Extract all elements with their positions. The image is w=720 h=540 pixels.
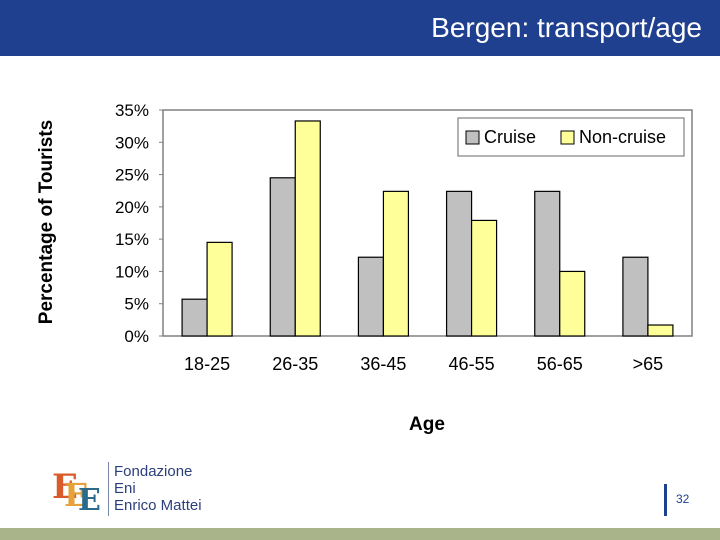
plot-frame	[162, 109, 693, 337]
x-tick-label: 26-35	[272, 354, 318, 374]
bar-cruise-36-45	[357, 256, 385, 337]
x-tick-label: 46-55	[449, 354, 495, 374]
x-tick-label: 36-45	[360, 354, 406, 374]
bar-cruise-56-65	[534, 190, 561, 337]
legend-label-non-cruise: Non-cruise	[579, 127, 666, 147]
y-tick-label: 35%	[115, 101, 149, 120]
bar-non-cruise-46-55	[470, 219, 498, 337]
logo-divider	[108, 462, 109, 516]
legend-swatch-cruise	[465, 130, 480, 145]
y-tick-label: 30%	[115, 133, 149, 152]
y-tick-label: 5%	[124, 295, 149, 314]
bar-chart: 0% 5% 10% 15% 20% 25% 30% 35% 18-25 26-35 36-45 46-…	[36, 101, 693, 435]
svg-text:E: E	[78, 483, 101, 518]
logo-text: Fondazione Eni Enrico Mattei	[114, 463, 202, 514]
bar-cruise-46-55	[445, 190, 473, 337]
y-tick-label: 0%	[124, 327, 149, 346]
y-tick-label: 25%	[115, 166, 149, 185]
bar-cruise-18-25	[181, 298, 208, 337]
logo-line-2: Eni	[114, 480, 136, 497]
chart-area: 0% 5% 10% 15% 20% 25% 30% 35% 18-25 26-35 36-45 46-…	[0, 90, 720, 450]
x-axis-title: Age	[409, 414, 445, 435]
logo-line-1: Fondazione	[114, 463, 193, 480]
page-title: Bergen: transport/age	[431, 12, 702, 43]
y-tick-label: 15%	[115, 230, 149, 249]
bar-non-cruise-36-45	[382, 190, 410, 337]
x-tick-label: 18-25	[184, 354, 230, 374]
bar-cruise-26-35	[269, 177, 296, 337]
svg-text:E: E	[64, 476, 88, 514]
svg-text:E: E	[52, 467, 78, 507]
legend-label-cruise: Cruise	[484, 127, 536, 147]
logo-line-3: Enrico Mattei	[114, 497, 202, 514]
header-bar: Bergen: transport/age	[0, 0, 720, 56]
bar-non-cruise->65	[647, 324, 674, 337]
bar-non-cruise-56-65	[559, 270, 586, 337]
x-tick-label: >65	[633, 354, 664, 374]
legend-swatch-non-cruise	[560, 130, 575, 145]
bar-cruise->65	[622, 256, 649, 337]
y-axis-title: Percentage of Tourists	[36, 120, 57, 324]
y-tick-label: 10%	[115, 262, 149, 281]
page-number: 32	[676, 492, 690, 506]
bar-non-cruise-26-35	[294, 120, 321, 337]
y-tick-label: 20%	[115, 198, 149, 217]
footer-bar	[0, 528, 720, 540]
page-number-bar	[664, 484, 667, 516]
x-tick-label: 56-65	[537, 354, 583, 374]
bar-non-cruise-18-25	[206, 241, 233, 337]
fondazione-logo-icon: E E E	[52, 467, 101, 518]
